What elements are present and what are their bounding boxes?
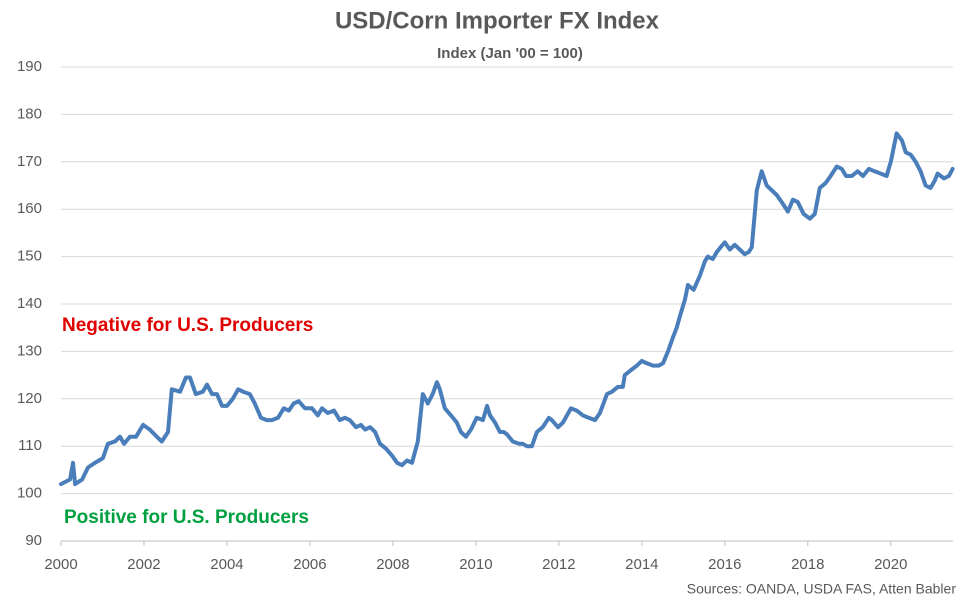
y-tick-label: 170: [17, 153, 42, 170]
y-tick-label: 90: [25, 532, 42, 549]
source-note: Sources: OANDA, USDA FAS, Atten Babler: [687, 581, 957, 597]
x-tick-label: 2000: [44, 556, 77, 573]
y-tick-label: 120: [17, 390, 42, 407]
annotation: Positive for U.S. Producers: [64, 507, 309, 528]
y-tick-label: 100: [17, 485, 42, 502]
x-tick-label: 2002: [127, 556, 160, 573]
chart-title: USD/Corn Importer FX Index: [335, 7, 660, 34]
y-tick-label: 160: [17, 200, 42, 217]
x-tick-label: 2014: [625, 556, 658, 573]
x-tick-label: 2008: [376, 556, 409, 573]
y-tick-label: 130: [17, 342, 42, 359]
y-tick-label: 180: [17, 105, 42, 122]
x-tick-label: 2010: [459, 556, 492, 573]
y-tick-label: 110: [18, 437, 42, 454]
y-tick-label: 150: [17, 248, 42, 265]
x-tick-label: 2018: [791, 556, 824, 573]
chart-subtitle: Index (Jan '00 = 100): [437, 45, 583, 62]
x-tick-label: 2012: [542, 556, 575, 573]
annotation: Negative for U.S. Producers: [62, 315, 313, 336]
x-tick-label: 2020: [874, 556, 907, 573]
y-tick-label: 190: [17, 58, 42, 75]
x-tick-label: 2006: [293, 556, 326, 573]
x-tick-label: 2004: [210, 556, 243, 573]
series-line: [59, 131, 955, 487]
y-tick-label: 140: [17, 295, 42, 312]
x-tick-label: 2016: [708, 556, 741, 573]
